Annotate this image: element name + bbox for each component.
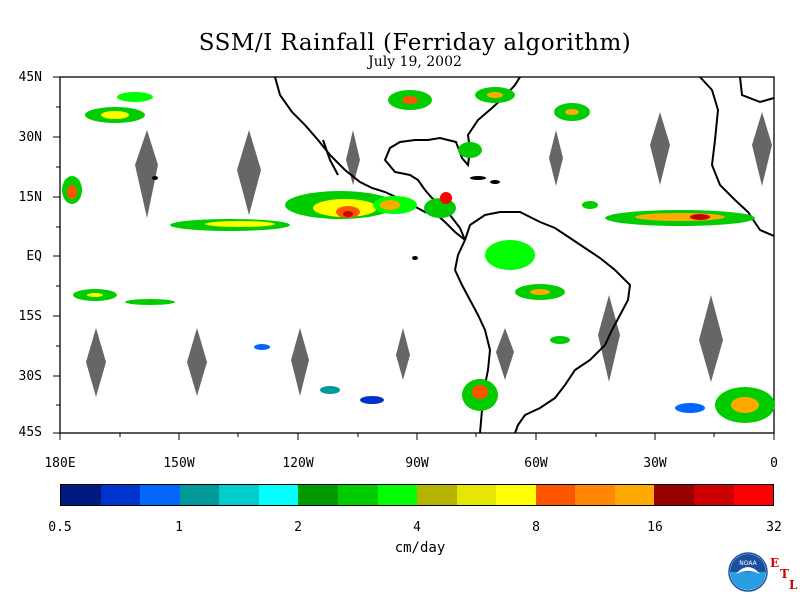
colorbar-swatch-0 [61,485,101,505]
lat-label-30s: 30S [18,369,42,384]
colorbar-swatch-17 [733,485,774,505]
noaa-logo-text: NOAA [739,560,757,567]
lat-label-15s: 15S [18,309,42,324]
lat-label-45s: 45S [18,425,42,440]
colorbar-tick-2: 2 [294,520,302,535]
lat-label-30n: 30N [18,130,42,145]
lon-label-150w: 150W [163,456,195,471]
lat-label-eq: EQ [26,249,42,264]
swath-gaps [86,112,772,397]
colorbar-swatch-16 [694,485,734,505]
lat-label-15n: 15N [18,190,42,205]
colorbar-tick-0: 0.5 [48,520,72,535]
rainfall-patches [62,87,775,423]
colorbar-units: cm/day [394,540,446,556]
etl-letter-e: E [770,556,780,570]
colorbar-tick-6: 32 [766,520,782,535]
lon-label-60w: 60W [524,456,548,471]
colorbar [60,484,774,506]
colorbar-swatch-2 [140,485,180,505]
islands [152,176,500,260]
lon-label-180e: 180E [44,456,76,471]
colorbar-swatch-8 [377,485,418,505]
colorbar-swatch-5 [258,485,299,505]
map-date: July 19, 2002 [368,54,462,70]
lat-label-45n: 45N [18,70,42,85]
colorbar-swatch-9 [417,485,457,505]
map-title: SSM/I Rainfall (Ferriday algorithm) [198,30,632,56]
lon-label-120w: 120W [282,456,314,471]
noaa-logo: NOAA [728,552,768,592]
colorbar-swatch-15 [654,485,694,505]
colorbar-swatch-14 [614,485,655,505]
colorbar-tick-4: 8 [532,520,540,535]
lon-label-90w: 90W [405,456,429,471]
axis-ticks [53,76,775,440]
colorbar-swatch-7 [337,485,378,505]
colorbar-swatch-10 [456,485,497,505]
colorbar-tick-5: 16 [647,520,663,535]
colorbar-swatch-11 [496,485,536,505]
lon-label-30w: 30W [643,456,667,471]
etl-letter-l: L [789,578,798,592]
colorbar-swatch-3 [179,485,220,505]
colorbar-swatch-13 [575,485,615,505]
colorbar-swatch-12 [535,485,576,505]
lon-label-0: 0 [770,456,778,471]
map-frame [59,76,775,434]
colorbar-swatch-6 [298,485,338,505]
colorbar-tick-1: 1 [175,520,183,535]
colorbar-swatch-1 [100,485,141,505]
etl-letter-t: T [780,567,789,581]
colorbar-tick-3: 4 [413,520,421,535]
colorbar-swatch-4 [219,485,259,505]
